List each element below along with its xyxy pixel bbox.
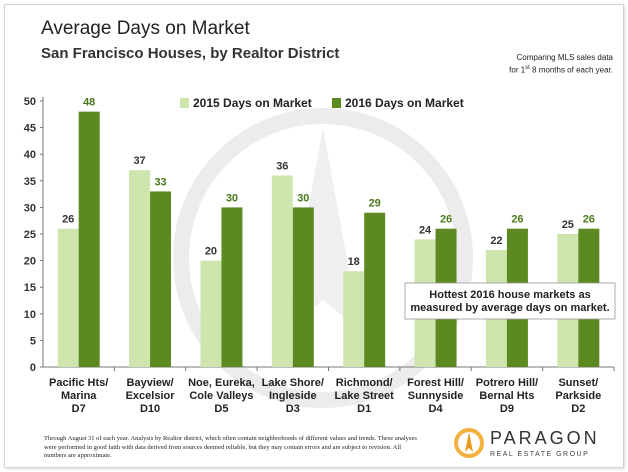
legend-label-2015: 2015 Days on Market (193, 96, 312, 110)
category-label: Marina (61, 390, 97, 402)
chart-title: Average Days on Market (41, 18, 250, 39)
data-label-2016: 26 (440, 214, 452, 226)
bar-2015 (129, 170, 151, 367)
y-tick-label: 45 (24, 123, 36, 135)
category-label: Potrero Hill/ (476, 377, 538, 389)
category-label: D7 (72, 403, 86, 415)
data-label-2015: 24 (419, 224, 432, 236)
annotation-text: Hottest 2016 house markets as (429, 289, 590, 301)
legend-label-2016: 2016 Days on Market (345, 96, 464, 110)
data-label-2016: 26 (583, 214, 595, 226)
y-tick-label: 5 (30, 335, 36, 347)
y-tick-label: 25 (24, 229, 36, 241)
y-tick-label: 10 (24, 309, 36, 321)
y-tick-label: 50 (24, 96, 36, 108)
category-label: D3 (286, 403, 300, 415)
top-note-pre: for 1 (509, 65, 526, 75)
bar-2016 (221, 207, 243, 367)
top-note-post: 8 months of each year. (529, 65, 613, 75)
y-tick-label: 20 (24, 256, 36, 268)
data-label-2015: 18 (348, 256, 360, 268)
data-label-2016: 30 (226, 192, 238, 204)
category-label: D10 (140, 403, 160, 415)
data-label-2015: 25 (562, 219, 574, 231)
top-note-line-2: for 1st 8 months of each year. (463, 63, 613, 76)
bar-2015 (271, 175, 293, 367)
category-label: Sunset/ (558, 377, 598, 389)
legend-swatch-2015 (180, 98, 189, 108)
category-label: Bernal Hts (479, 390, 534, 402)
bar-2016 (292, 207, 314, 367)
logo-name: PARAGON (490, 428, 600, 448)
category-label: Sunnyside (408, 390, 464, 402)
data-label-2015: 20 (205, 246, 217, 258)
data-label-2015: 22 (490, 235, 502, 247)
logo-tagline: REAL ESTATE GROUP (490, 451, 590, 458)
legend-swatch-2016 (332, 98, 341, 108)
category-label: Lake Shore/ (262, 377, 324, 389)
category-label: Bayview/ (127, 377, 174, 389)
y-tick-label: 35 (24, 176, 36, 188)
category-label: Pacific Hts/ (49, 377, 108, 389)
top-note: Comparing MLS sales data for 1st 8 month… (463, 53, 613, 76)
category-label: D4 (429, 403, 444, 415)
y-tick-label: 15 (24, 282, 36, 294)
bar-2016 (364, 212, 386, 367)
category-label: D9 (500, 403, 514, 415)
top-note-line-1: Comparing MLS sales data (516, 53, 614, 62)
bar-2016 (150, 191, 172, 367)
category-label: Ingleside (269, 390, 317, 402)
category-label: Parkside (555, 390, 601, 402)
data-label-2015: 37 (133, 155, 145, 167)
y-tick-label: 40 (24, 149, 36, 161)
category-label: Forest Hill/ (407, 377, 464, 389)
category-label: Lake Street (335, 390, 395, 402)
annotation-box (404, 282, 616, 320)
category-label: D1 (357, 403, 371, 415)
data-label-2016: 26 (511, 214, 523, 226)
data-label-2016: 48 (83, 97, 95, 109)
category-label: D2 (571, 403, 585, 415)
annotation-text: measured by average days on market. (410, 302, 609, 314)
chart-subtitle: San Francisco Houses, by Realtor Distric… (41, 45, 340, 62)
data-label-2015: 26 (62, 214, 74, 226)
y-tick-label: 30 (24, 202, 36, 214)
category-label: D5 (214, 403, 228, 415)
data-label-2016: 29 (369, 198, 381, 210)
paragon-logo-mark-icon (454, 428, 484, 458)
bar-2015 (200, 260, 222, 367)
category-label: Richmond/ (336, 377, 393, 389)
data-label-2016: 30 (297, 192, 309, 204)
data-label-2015: 36 (276, 160, 288, 172)
data-label-2016: 33 (154, 176, 166, 188)
category-label: Cole Valleys (189, 390, 253, 402)
bar-2015 (343, 271, 365, 367)
y-tick-label: 0 (30, 362, 36, 374)
bar-2016 (78, 111, 100, 367)
category-label: Noe, Eureka, (188, 377, 255, 389)
watermark-ring (173, 108, 473, 408)
paragon-logo: PARAGON REAL ESTATE GROUP (452, 426, 612, 464)
footnote: Through August 31 of each year. Analysis… (44, 435, 417, 459)
top-note-sup: st (525, 65, 530, 71)
bar-2015 (57, 228, 79, 367)
category-label: Excelsior (126, 390, 176, 402)
